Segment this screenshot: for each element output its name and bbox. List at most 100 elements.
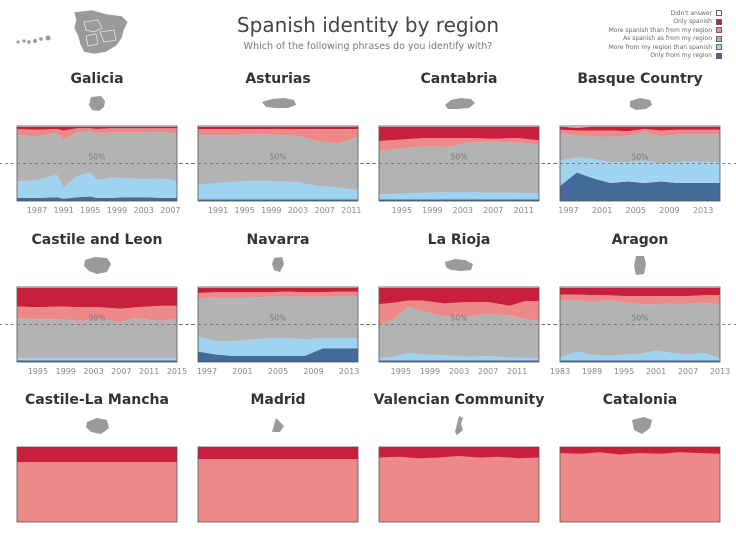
area-series-more-spanish-than-from-my-region (379, 138, 539, 151)
x-tick-label: 1987 (27, 206, 47, 215)
region-title: Madrid (250, 392, 306, 408)
x-tick-label: 1995 (392, 206, 412, 215)
area-chart-aragon: 50% 1983 1989 1995 2001 2007 2013 (542, 286, 736, 376)
x-tick-label: 2013 (693, 206, 713, 215)
x-tick-label: 1991 (208, 206, 228, 215)
area-series-only-spanish (560, 126, 720, 132)
x-tick-label: 2009 (303, 367, 323, 376)
area-series-only-spanish (17, 126, 177, 131)
legend-item: Didn't answer (609, 9, 722, 18)
area-series-as-spanish-as-from-my-region (379, 306, 539, 359)
x-tick-label: 1995 (391, 367, 411, 376)
reference-label: 50% (270, 153, 287, 162)
x-tick-label: 2005 (626, 206, 646, 215)
area-series-more-spanish-than-from-my-region (198, 129, 358, 144)
x-tick-label: 2003 (83, 367, 103, 376)
x-tick-label: 2003 (453, 206, 473, 215)
area-series-as-spanish-as-from-my-region (198, 296, 358, 341)
legend-item: As spanish as from my region (609, 35, 722, 44)
area-chart-basque-country: 50% 1997 2001 2005 2009 2013 (542, 125, 736, 215)
legend-swatch (716, 10, 722, 17)
x-tick-label: 1995 (614, 367, 634, 376)
x-tick-label: 2001 (646, 367, 666, 376)
reference-label: 50% (89, 314, 106, 323)
galicia-map-icon (89, 96, 105, 111)
area-chart-catalonia (559, 446, 721, 523)
area-chart-madrid (197, 446, 359, 523)
castile-and-leon-map-icon (84, 257, 111, 274)
x-tick-label: 2007 (483, 206, 503, 215)
reference-label: 50% (632, 314, 649, 323)
x-tick-label: 2013 (710, 367, 730, 376)
legend-label: More spanish than from my region (608, 26, 712, 34)
page-subtitle: Which of the following phrases do you id… (243, 41, 493, 52)
x-tick-label: 1999 (56, 367, 76, 376)
area-series-more-spanish-than-from-my-region (198, 291, 358, 299)
area-chart-la-rioja: 50% 1995 1999 2003 2007 2011 (361, 286, 557, 376)
region-title: Galicia (70, 71, 124, 87)
la-rioja-map-icon (445, 259, 473, 271)
region-title: Castile-La Mancha (25, 392, 169, 408)
area-series-as-spanish-as-from-my-region (17, 317, 177, 359)
area-chart-cantabria: 50% 1995 1999 2003 2007 2011 (361, 125, 557, 215)
reference-label: 50% (451, 153, 468, 162)
madrid-map-icon (272, 418, 284, 432)
reference-label: 50% (632, 153, 649, 162)
navarra-map-icon (272, 257, 284, 272)
area-series-as-spanish-as-from-my-region (17, 131, 177, 188)
x-tick-label: 1991 (53, 206, 73, 215)
x-tick-label: 1999 (261, 206, 281, 215)
x-tick-label: 2011 (514, 206, 534, 215)
region-title: Valencian Community (373, 392, 545, 408)
x-tick-label: 2013 (339, 367, 359, 376)
legend-swatch (716, 44, 722, 51)
area-series-only-spanish (198, 447, 358, 459)
x-tick-label: 2007 (314, 206, 334, 215)
area-series-only-spanish (560, 287, 720, 296)
area-series-as-spanish-as-from-my-region (198, 134, 358, 191)
area-series-more-spanish-than-from-my-region (17, 128, 177, 140)
area-series-more-from-my-region-than-spanish (560, 350, 720, 361)
x-tick-label: 1995 (234, 206, 254, 215)
legend: Didn't answer Only spanish More spanish … (609, 9, 722, 60)
area-series-only-from-my-region (560, 172, 720, 201)
area-series-more-from-my-region-than-spanish (17, 172, 177, 199)
aragon-map-icon (634, 256, 646, 275)
legend-swatch (716, 27, 722, 34)
legend-item: More from my region than spanish (609, 43, 722, 52)
area-series-more-from-my-region-than-spanish (379, 353, 539, 361)
region-title: La Rioja (427, 232, 491, 248)
x-tick-label: 2011 (341, 206, 361, 215)
area-series-more-from-my-region-than-spanish (560, 157, 720, 186)
area-series-only-spanish (198, 126, 358, 129)
area-series-as-spanish-as-from-my-region (560, 132, 720, 164)
legend-item: More spanish than from my region (609, 26, 722, 35)
x-tick-label: 2009 (659, 206, 679, 215)
legend-swatch (716, 35, 722, 42)
area-series-only-spanish (198, 287, 358, 293)
area-series-only-spanish (17, 447, 177, 462)
region-title: Navarra (246, 232, 310, 248)
area-series-more-from-my-region-than-spanish (198, 180, 358, 200)
x-tick-label: 2003 (288, 206, 308, 215)
x-tick-label: 2011 (139, 367, 159, 376)
area-series-as-spanish-as-from-my-region (560, 300, 720, 359)
area-series-only-from-my-region (198, 348, 358, 362)
page-title: Spanish identity by region (236, 13, 500, 37)
x-tick-label: 2003 (133, 206, 153, 215)
x-tick-label: 2011 (507, 367, 527, 376)
reference-label: 50% (451, 314, 468, 323)
legend-item: Only spanish (609, 18, 722, 27)
x-tick-label: 1999 (420, 367, 440, 376)
area-chart-castile-la-mancha (16, 446, 178, 523)
region-title: Castile and Leon (31, 232, 163, 248)
area-series-only-spanish (379, 287, 539, 306)
x-tick-label: 2001 (232, 367, 252, 376)
area-series-more-spanish-than-from-my-region (379, 300, 539, 326)
x-tick-label: 1999 (422, 206, 442, 215)
x-tick-label: 1995 (80, 206, 100, 215)
spain-map (10, 8, 138, 56)
x-tick-label: 2007 (678, 367, 698, 376)
x-tick-label: 1997 (197, 367, 217, 376)
region-title: Basque Country (577, 71, 703, 87)
